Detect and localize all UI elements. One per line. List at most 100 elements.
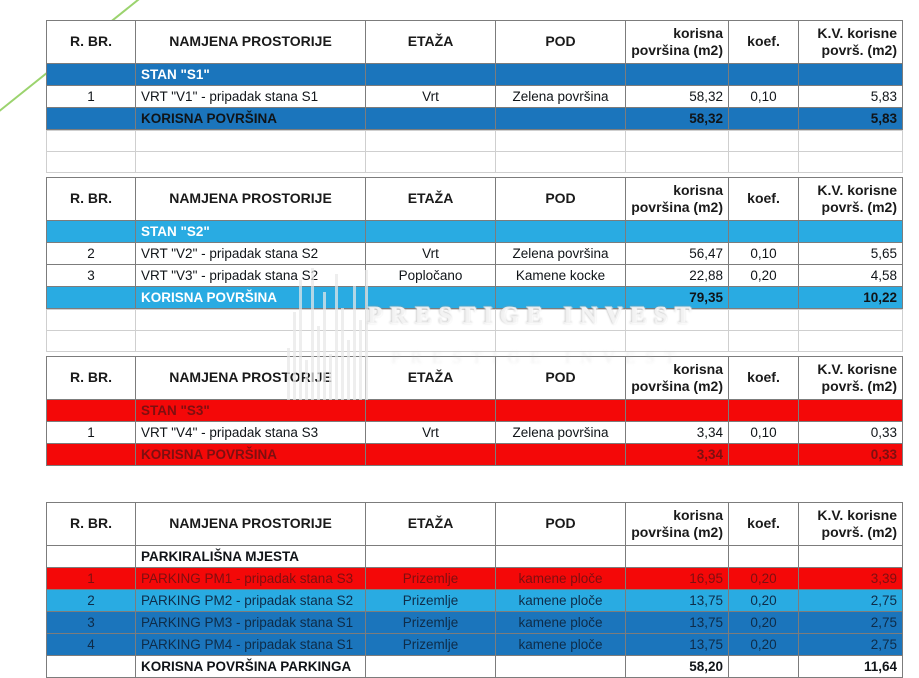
section-row: PARKIRALIŠNA MJESTA — [46, 545, 903, 568]
empty-cell — [728, 151, 799, 173]
cell: KORISNA POVRŠINA — [135, 443, 366, 466]
empty-cell — [728, 330, 799, 352]
column-header: korisna površina (m2) — [625, 356, 729, 400]
column-header: korisna površina (m2) — [625, 177, 729, 221]
cell: 0,20 — [728, 567, 799, 590]
table-stan-s3: R. BR. NAMJENA PROSTORIJE ETAŽA POD korisna … — [46, 356, 903, 466]
cell: 22,88 — [625, 264, 729, 287]
empty-cell — [365, 151, 496, 173]
cell: 3,34 — [625, 443, 729, 466]
empty-cell — [798, 130, 903, 152]
cell: 0,10 — [728, 85, 799, 108]
cell — [495, 443, 626, 466]
cell — [625, 63, 729, 86]
column-header: korisna površina (m2) — [625, 502, 729, 546]
cell: 16,95 — [625, 567, 729, 590]
cell: 5,83 — [798, 107, 903, 130]
table-parking: R. BR. NAMJENA PROSTORIJE ETAŽA POD korisna … — [46, 502, 903, 678]
cell: Prizemlje — [365, 633, 496, 656]
cell: 5,83 — [798, 85, 903, 108]
empty-cell — [46, 151, 136, 173]
cell — [495, 399, 626, 422]
cell: Prizemlje — [365, 589, 496, 612]
cell: 1 — [46, 567, 136, 590]
cell: 58,20 — [625, 655, 729, 678]
cell: VRT "V2" - pripadak stana S2 — [135, 242, 366, 265]
cell: KORISNA POVRŠINA — [135, 107, 366, 130]
cell — [625, 399, 729, 422]
cell — [46, 399, 136, 422]
column-header: K.V. korisne površ. (m2) — [798, 20, 903, 64]
column-header: koef. — [728, 20, 799, 64]
cell: Popločano — [365, 264, 496, 287]
cell — [46, 63, 136, 86]
empty-cell — [365, 130, 496, 152]
cell — [495, 655, 626, 678]
cell: Vrt — [365, 421, 496, 444]
empty-grid-rows — [46, 309, 903, 352]
column-header: K.V. korisne površ. (m2) — [798, 502, 903, 546]
column-header: koef. — [728, 356, 799, 400]
cell — [46, 107, 136, 130]
cell: 13,75 — [625, 633, 729, 656]
column-header: K.V. korisne površ. (m2) — [798, 177, 903, 221]
empty-cell — [625, 309, 729, 331]
cell — [728, 220, 799, 243]
cell: 11,64 — [798, 655, 903, 678]
column-header: koef. — [728, 177, 799, 221]
cell: 2,75 — [798, 633, 903, 656]
cell — [495, 107, 626, 130]
column-header: koef. — [728, 502, 799, 546]
cell: 4 — [46, 633, 136, 656]
cell: 1 — [46, 85, 136, 108]
empty-cell — [495, 330, 626, 352]
cell — [728, 655, 799, 678]
cell — [46, 655, 136, 678]
cell — [728, 63, 799, 86]
column-header: NAMJENA PROSTORIJE — [135, 356, 366, 400]
empty-cell — [495, 309, 626, 331]
cell — [365, 286, 496, 309]
empty-cell — [495, 151, 626, 173]
data-row: 1 VRT "V1" - pripadak stana S1 Vrt Zelena p… — [46, 85, 903, 108]
empty-cell — [135, 130, 366, 152]
empty-grid-rows — [46, 130, 903, 173]
cell: PARKING PM4 - pripadak stana S1 — [135, 633, 366, 656]
data-row: 1 PARKING PM1 - pripadak stana S3 Prizemlj… — [46, 567, 903, 590]
cell: 2 — [46, 589, 136, 612]
section-row: STAN "S1" — [46, 63, 903, 86]
cell — [625, 545, 729, 568]
cell: Prizemlje — [365, 611, 496, 634]
cell: kamene ploče — [495, 633, 626, 656]
empty-cell — [798, 309, 903, 331]
data-row: 2 PARKING PM2 - pripadak stana S2 Prizemlj… — [46, 589, 903, 612]
cell: PARKING PM3 - pripadak stana S1 — [135, 611, 366, 634]
empty-cell — [365, 330, 496, 352]
table-stan-s1: R. BR. NAMJENA PROSTORIJE ETAŽA POD korisna … — [46, 20, 903, 130]
cell: VRT "V3" - pripadak stana S2 — [135, 264, 366, 287]
data-row: 1 VRT "V4" - pripadak stana S3 Vrt Zelena p… — [46, 421, 903, 444]
column-header: R. BR. — [46, 177, 136, 221]
section-row: STAN "S3" — [46, 399, 903, 422]
cell: kamene ploče — [495, 567, 626, 590]
cell: Kamene kocke — [495, 264, 626, 287]
cell: 58,32 — [625, 85, 729, 108]
column-header: POD — [495, 20, 626, 64]
empty-row — [46, 151, 903, 173]
cell: 0,33 — [798, 421, 903, 444]
empty-cell — [46, 130, 136, 152]
summary-row: KORISNA POVRŠINA PARKINGA 58,20 11,64 — [46, 655, 903, 678]
cell: kamene ploče — [495, 589, 626, 612]
cell: 2,75 — [798, 589, 903, 612]
table-stan-s2: R. BR. NAMJENA PROSTORIJE ETAŽA POD korisna … — [46, 177, 903, 309]
cell: 2 — [46, 242, 136, 265]
empty-cell — [495, 130, 626, 152]
cell — [365, 545, 496, 568]
data-row: 3 VRT "V3" - pripadak stana S2 Popločano Ka… — [46, 264, 903, 287]
cell: 0,20 — [728, 611, 799, 634]
cell: VRT "V1" - pripadak stana S1 — [135, 85, 366, 108]
cell: 0,20 — [728, 264, 799, 287]
cell — [728, 443, 799, 466]
section-row: STAN "S2" — [46, 220, 903, 243]
